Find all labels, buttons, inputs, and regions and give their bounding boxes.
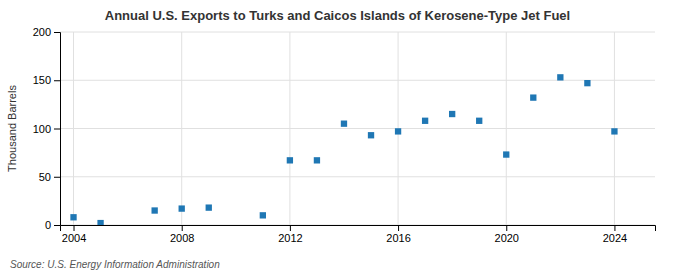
point [449, 111, 455, 117]
x-tick: 2004 [62, 225, 86, 244]
x-tick: 2024 [603, 225, 627, 244]
grid-line-y [60, 32, 655, 33]
x-tick: 2008 [170, 225, 194, 244]
x-tick-label: 2024 [603, 232, 627, 244]
y-tick-label: 150 [33, 74, 51, 86]
x-tick-mark [614, 225, 615, 231]
x-tick-mark [398, 225, 399, 231]
y-tick-label: 100 [33, 123, 51, 135]
point [70, 214, 76, 220]
source-note: Source: U.S. Energy Information Administ… [10, 259, 220, 270]
x-tick-label: 2012 [278, 232, 302, 244]
point [287, 157, 293, 163]
grid-line-y [60, 128, 655, 129]
y-axis-line [54, 33, 61, 226]
y-tick: 200 [33, 26, 60, 38]
title: Annual U.S. Exports to Turks and Caicos … [105, 8, 570, 23]
point [422, 118, 428, 124]
x-tick-label: 2020 [495, 232, 519, 244]
x-tick-mark [182, 225, 183, 231]
y-tick-mark [54, 129, 60, 130]
y-axis-title: Thousand Barrels [6, 85, 18, 172]
x-tick-label: 2016 [386, 232, 410, 244]
point [97, 220, 103, 225]
x-axis-line [61, 226, 656, 232]
x-tick-mark [74, 225, 75, 231]
point [314, 157, 320, 163]
grid-line-x [289, 32, 290, 225]
y-tick-label: 200 [33, 26, 51, 38]
point [206, 204, 212, 210]
grid-line-x [506, 32, 507, 225]
point [368, 132, 374, 138]
grid-line-y [60, 80, 655, 81]
point [151, 207, 157, 213]
x-tick-mark [290, 225, 291, 231]
point [611, 128, 617, 134]
y-tick-mark [54, 32, 60, 33]
point [341, 121, 347, 127]
y-tick-mark [54, 225, 60, 226]
grid-line-x [181, 32, 182, 225]
x-axis: 2004 2008 2012 2016 2020 2024 [61, 225, 656, 244]
grid-line-y [60, 176, 655, 177]
plot-area [70, 74, 617, 225]
y-tick: 0 [45, 219, 60, 231]
point [503, 151, 509, 157]
y-tick-mark [54, 177, 60, 178]
x-tick-label: 2008 [170, 232, 194, 244]
point [584, 80, 590, 86]
grid-line-x [73, 32, 74, 225]
y-tick-label: 50 [39, 171, 51, 183]
point [476, 118, 482, 124]
point [557, 74, 563, 80]
y-tick: 100 [33, 123, 60, 135]
y-tick: 150 [33, 74, 60, 86]
x-tick: 2016 [386, 225, 410, 244]
point [260, 212, 266, 218]
x-tick-mark [506, 225, 507, 231]
y-tick-label: 0 [45, 219, 51, 231]
x-tick: 2020 [495, 225, 519, 244]
x-tick: 2012 [278, 225, 302, 244]
chart: 2004 2008 2012 2016 2020 2024 0 50 100 150 200 Annu… [0, 0, 675, 275]
point [179, 205, 185, 211]
x-tick-label: 2004 [62, 232, 86, 244]
y-tick-mark [54, 80, 60, 81]
point [530, 94, 536, 100]
point [395, 128, 401, 134]
y-tick: 50 [39, 171, 60, 183]
grid [60, 32, 655, 225]
y-axis: 0 50 100 150 200 [33, 26, 61, 231]
